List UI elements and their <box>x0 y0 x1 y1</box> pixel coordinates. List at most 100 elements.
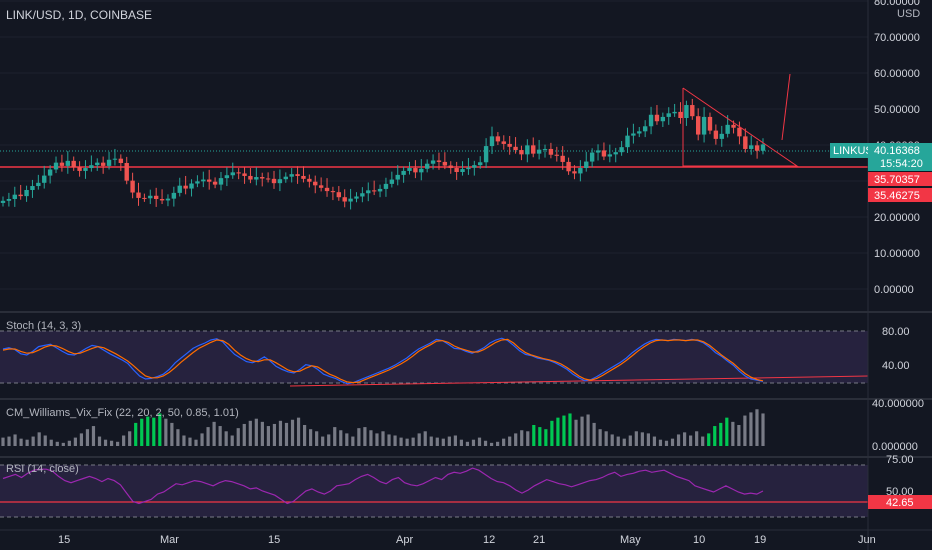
candle-body <box>342 197 347 202</box>
candle-body <box>690 105 695 117</box>
vix-bar <box>31 436 35 446</box>
candle-body <box>731 124 736 128</box>
last-price-tag <box>868 143 932 171</box>
vix-fix-pane[interactable]: CM_Williams_Vix_Fix (22, 20, 2, 50, 0.85… <box>1 407 765 446</box>
candle-body <box>260 177 265 179</box>
stoch-pane[interactable]: Stoch (14, 3, 3) <box>0 320 869 387</box>
candle-body <box>454 168 459 172</box>
stoch-tick-80: 80.00 <box>882 326 910 338</box>
candle-body <box>548 148 554 155</box>
time-label: Mar <box>160 534 179 546</box>
candle-body <box>171 192 177 199</box>
level-1-tag <box>868 172 932 186</box>
candle-body <box>424 163 430 169</box>
rsi-line <box>2 467 764 505</box>
vix-bar <box>411 437 415 446</box>
vix-bar <box>49 439 53 446</box>
vix-bar <box>719 422 723 446</box>
candle-body <box>448 165 453 169</box>
vix-bar <box>387 434 391 446</box>
price-pane[interactable]: LINK/USD, 1D, COINBASE <box>0 8 868 210</box>
vix-bar <box>61 442 65 446</box>
vix-bar <box>224 431 228 446</box>
candle-body <box>307 178 312 182</box>
vix-bar <box>538 427 542 446</box>
candle-body <box>106 159 112 166</box>
vix-bar <box>610 434 614 446</box>
vix-bar <box>562 415 566 446</box>
candle-body <box>159 199 165 201</box>
candle-body <box>301 175 306 179</box>
vix-bar <box>586 414 590 446</box>
candle-body <box>607 154 613 157</box>
candle-body <box>389 179 395 184</box>
price-scale[interactable]: 80.00000 70.00000 60.00000 50.00000 40.00000… <box>830 0 932 550</box>
candle-body <box>654 114 660 122</box>
candle-body <box>554 154 559 156</box>
vix-bar <box>55 441 59 446</box>
candle-body <box>195 181 200 184</box>
candle-body <box>24 190 29 197</box>
candle-body <box>71 160 76 168</box>
vix-bar <box>550 420 554 446</box>
rsi-pane[interactable]: RSI (14, close) <box>0 463 868 518</box>
candle-body <box>436 160 442 162</box>
vix-bar <box>91 426 96 446</box>
rsi-last-text: 42.65 <box>886 497 914 509</box>
grid <box>0 0 868 290</box>
candle-body <box>707 116 713 131</box>
vix-bar <box>465 441 470 446</box>
vix-bar <box>79 433 84 446</box>
candle-body <box>678 111 683 118</box>
triangle-drawing[interactable] <box>682 87 799 167</box>
vix-bar <box>713 426 717 446</box>
price-tick-label: 20.00000 <box>874 212 920 224</box>
symbol-title: LINK/USD, 1D, COINBASE <box>6 8 152 22</box>
vix-bar <box>435 437 439 446</box>
vix-bar <box>604 431 608 446</box>
candle-body <box>42 175 47 183</box>
stoch-trendline[interactable] <box>289 375 869 387</box>
candle-body <box>207 179 212 182</box>
stoch-tick-40: 40.00 <box>882 360 910 372</box>
candle-body <box>542 148 548 150</box>
candle-body <box>324 187 330 192</box>
candle-body <box>760 144 766 151</box>
candle-body <box>136 192 141 198</box>
time-axis[interactable]: 15 Mar 15 Apr 12 21 May 10 19 Jun <box>58 534 876 546</box>
candle-body <box>489 136 495 147</box>
vix-bar <box>477 437 482 446</box>
vix-bar <box>622 438 626 446</box>
vix-bar <box>707 433 711 446</box>
vix-bar <box>327 434 331 446</box>
vix-bar <box>284 422 289 446</box>
time-label: Jun <box>858 534 876 546</box>
vix-bar <box>152 417 156 446</box>
price-tick-label: 50.00000 <box>874 104 920 116</box>
vix-bar <box>592 422 596 446</box>
candle-body <box>189 183 194 189</box>
vix-bar <box>182 435 186 446</box>
candle-body <box>112 158 118 160</box>
candle-body <box>513 146 518 151</box>
vix-bar <box>670 438 675 446</box>
countdown-text: 15:54:20 <box>880 158 923 170</box>
vix-bar <box>260 421 264 446</box>
candle-body <box>153 195 159 199</box>
candle-body <box>18 194 23 197</box>
currency-label: USD <box>897 8 920 20</box>
vix-bar <box>272 423 277 446</box>
stoch-d-line <box>2 338 764 384</box>
vix-bar <box>345 433 349 446</box>
vix-bar <box>634 431 638 446</box>
time-label: 19 <box>754 534 766 546</box>
candle-body <box>648 114 654 127</box>
vix-bar <box>321 436 325 446</box>
vix-bar <box>568 413 572 446</box>
candle-body <box>743 136 748 149</box>
candle-body <box>313 181 318 186</box>
breakout-arrow-line[interactable] <box>781 73 791 141</box>
price-tick-label: 10.00000 <box>874 248 920 260</box>
